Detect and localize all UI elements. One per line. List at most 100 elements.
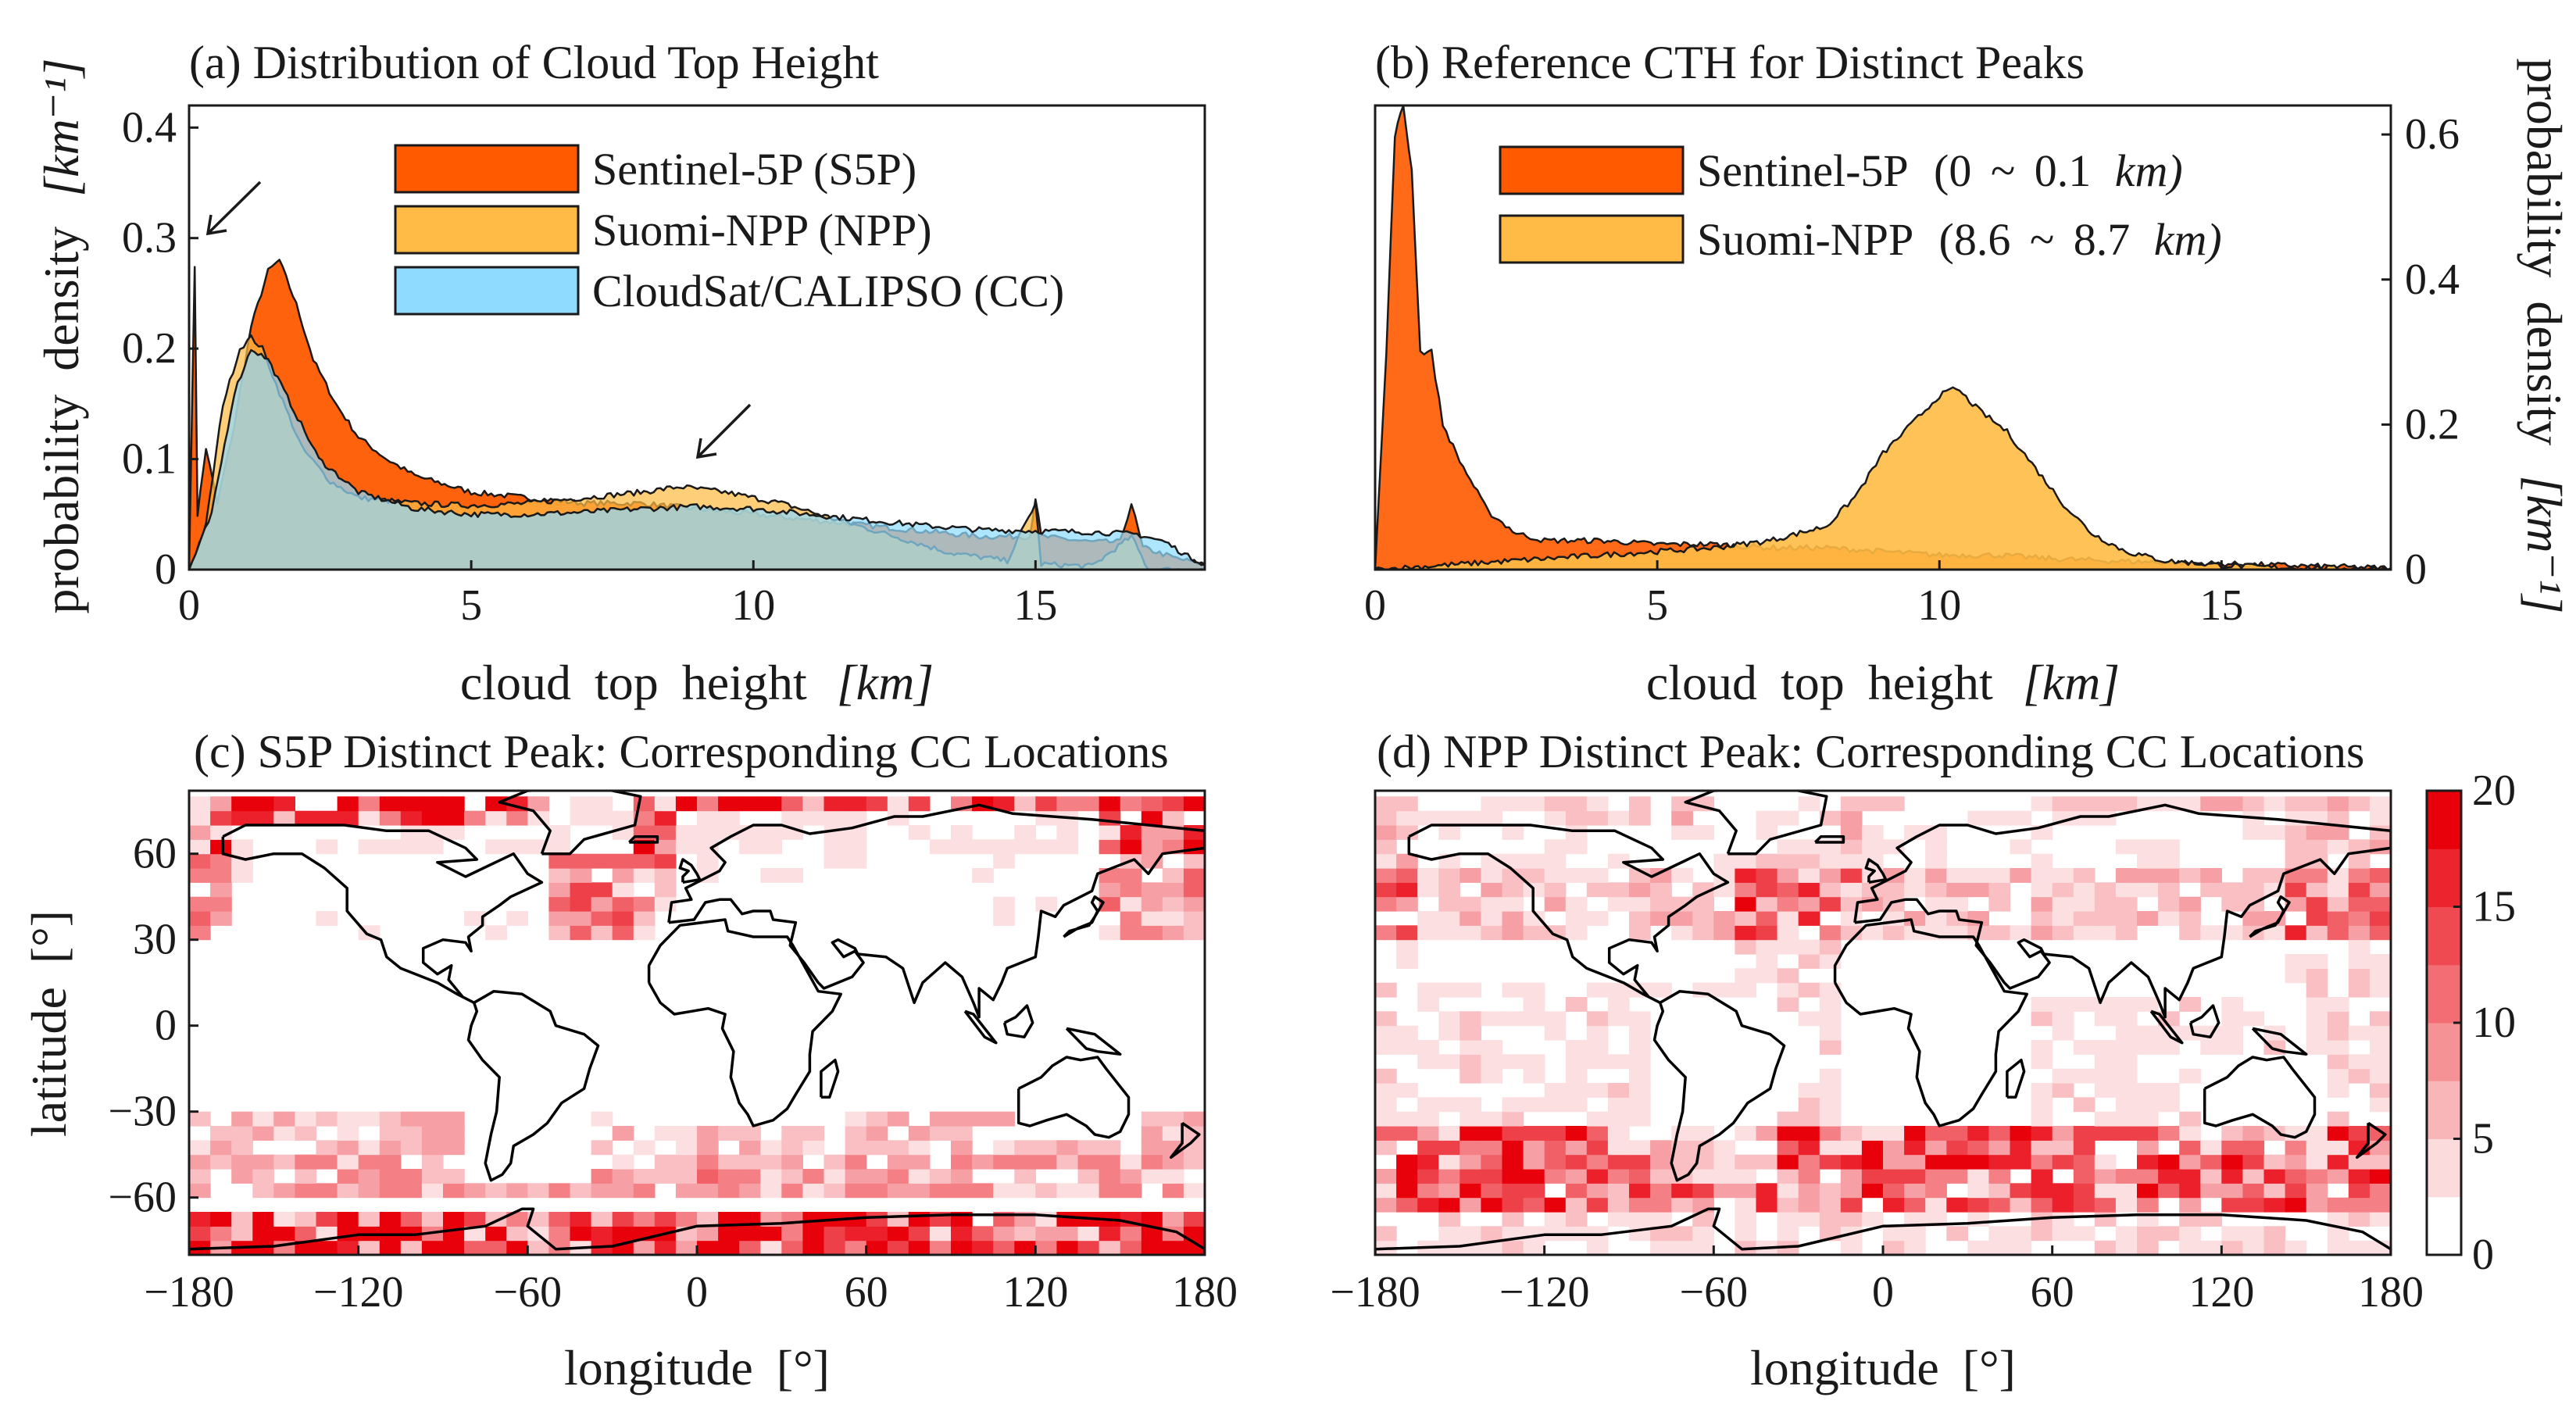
- heatmap-cell: [2200, 1154, 2222, 1170]
- heatmap-cell: [1819, 853, 1842, 869]
- heatmap-cell: [2221, 1140, 2243, 1156]
- heatmap-cell: [2073, 997, 2095, 1012]
- heatmap-cell: [1459, 1197, 1481, 1213]
- heatmap-cell: [1607, 1169, 1630, 1184]
- heatmap-cell: [2115, 1040, 2138, 1055]
- heatmap-cell: [2094, 1126, 2117, 1141]
- heatmap-cell: [1798, 868, 1820, 883]
- heatmap-cell: [1840, 1169, 1863, 1184]
- heatmap-cell: [1692, 925, 1714, 941]
- legend-label-npp: Suomi-NPP (NPP): [592, 205, 932, 255]
- heatmap-cell: [845, 1111, 867, 1127]
- heatmap-cell: [2327, 825, 2349, 840]
- heatmap-cell: [1481, 882, 1503, 898]
- coastline-new-guinea: [1065, 1027, 1122, 1056]
- colorbar-step: [2427, 791, 2461, 849]
- heatmap-cell: [2200, 925, 2222, 941]
- heatmap-cell: [1819, 896, 1842, 912]
- heatmap-cell: [993, 1226, 1015, 1242]
- heatmap-cell: [1925, 839, 1947, 855]
- heatmap-cell: [612, 911, 634, 926]
- heatmap-cell: [2115, 1083, 2138, 1098]
- coastline-iceland: [1814, 834, 1845, 844]
- heatmap-cell: [993, 853, 1015, 869]
- panel-b-title: (b) Reference CTH for Distinct Peaks: [1375, 37, 2085, 88]
- heatmap-cell: [2369, 1154, 2391, 1170]
- heatmap-cell: [1671, 896, 1693, 912]
- coastline-eurasia: [667, 803, 1205, 1019]
- heatmap-cell: [2031, 1011, 2053, 1027]
- heatmap-cell: [1756, 1154, 1778, 1170]
- heatmap-cell: [2073, 1068, 2095, 1084]
- heatmap-cell: [1141, 911, 1163, 926]
- heatmap-cell: [1713, 1140, 1735, 1156]
- heatmap-cell: [527, 796, 549, 812]
- heatmap-cell: [1692, 911, 1714, 926]
- heatmap-cell: [2094, 1240, 2117, 1255]
- legend-swatch-s5p-peak: [1499, 145, 1685, 195]
- heatmap-cell: [400, 1140, 423, 1156]
- heatmap-cell: [548, 825, 571, 840]
- heatmap-cell: [1946, 1154, 1968, 1170]
- heatmap-cell: [1183, 1126, 1205, 1141]
- heatmap-cell: [1650, 1140, 1672, 1156]
- heatmap-cell: [2094, 1183, 2117, 1199]
- heatmap-cell: [1481, 1054, 1503, 1070]
- heatmap-cell: [506, 1212, 528, 1227]
- heatmap-cell: [1819, 1197, 1842, 1213]
- heatmap-cell: [1607, 1154, 1630, 1170]
- heatmap-cell: [2052, 1183, 2074, 1199]
- panel-b-areas: [1375, 105, 2391, 570]
- heatmap-cell: [1629, 1083, 1651, 1098]
- heatmap-cell: [273, 1111, 295, 1127]
- heatmap-cell: [189, 853, 211, 869]
- heatmap-cell: [2327, 925, 2349, 941]
- heatmap-cell: [231, 796, 253, 812]
- heatmap-cell: [2052, 911, 2074, 926]
- heatmap-cell: [887, 810, 909, 826]
- heatmap-cell: [1375, 882, 1397, 898]
- coastline-greenland: [498, 791, 642, 856]
- heatmap-cell: [231, 1140, 253, 1156]
- heatmap-cell: [824, 1169, 846, 1184]
- heatmap-cell: [1798, 1083, 1820, 1098]
- heatmap-cell: [2200, 1240, 2222, 1255]
- heatmap-cell: [1819, 1140, 1842, 1156]
- heatmap-cell: [1459, 1025, 1481, 1041]
- heatmap-cell: [2073, 1226, 2095, 1242]
- heatmap-cell: [1459, 1040, 1481, 1055]
- heatmap-cell: [1607, 1083, 1630, 1098]
- heatmap-cell: [1417, 1183, 1439, 1199]
- x-tick-label: 15: [2199, 581, 2243, 630]
- heatmap-cell: [2094, 1212, 2117, 1227]
- heatmap-cell: [1502, 1111, 1524, 1127]
- heatmap-cell: [295, 1126, 317, 1141]
- coastline-south-america: [466, 989, 600, 1182]
- heatmap-cell: [337, 1226, 359, 1242]
- heatmap-cell: [1904, 1197, 1926, 1213]
- heatmap-cell: [2327, 839, 2349, 855]
- heatmap-cell: [400, 796, 423, 812]
- y-tick-label: 0.1: [122, 435, 177, 484]
- heatmap-cell: [654, 1212, 677, 1227]
- heatmap-cell: [2327, 896, 2349, 912]
- heatmap-cell: [1502, 982, 1524, 998]
- heatmap-cell: [1586, 810, 1609, 826]
- heatmap-cell: [2221, 1226, 2243, 1242]
- coastline-iceland: [628, 834, 659, 844]
- heatmap-cell: [2242, 825, 2265, 840]
- heatmap-cell: [1523, 1097, 1545, 1113]
- colorbar-tick-label: 10: [2472, 999, 2516, 1047]
- heatmap-cell: [1162, 1183, 1184, 1199]
- heatmap-cell: [2263, 1169, 2286, 1184]
- heatmap-cell: [1544, 839, 1567, 855]
- heatmap-cell: [1629, 1111, 1651, 1127]
- heatmap-cell: [443, 1183, 465, 1199]
- heatmap-cell: [400, 1212, 423, 1227]
- heatmap-cell: [2179, 1126, 2201, 1141]
- heatmap-cell: [1840, 868, 1863, 883]
- x-tick-label: 0: [686, 1268, 708, 1317]
- heatmap-cell: [1967, 1169, 1989, 1184]
- heatmap-cell: [929, 1126, 952, 1141]
- heatmap-cell: [316, 1212, 338, 1227]
